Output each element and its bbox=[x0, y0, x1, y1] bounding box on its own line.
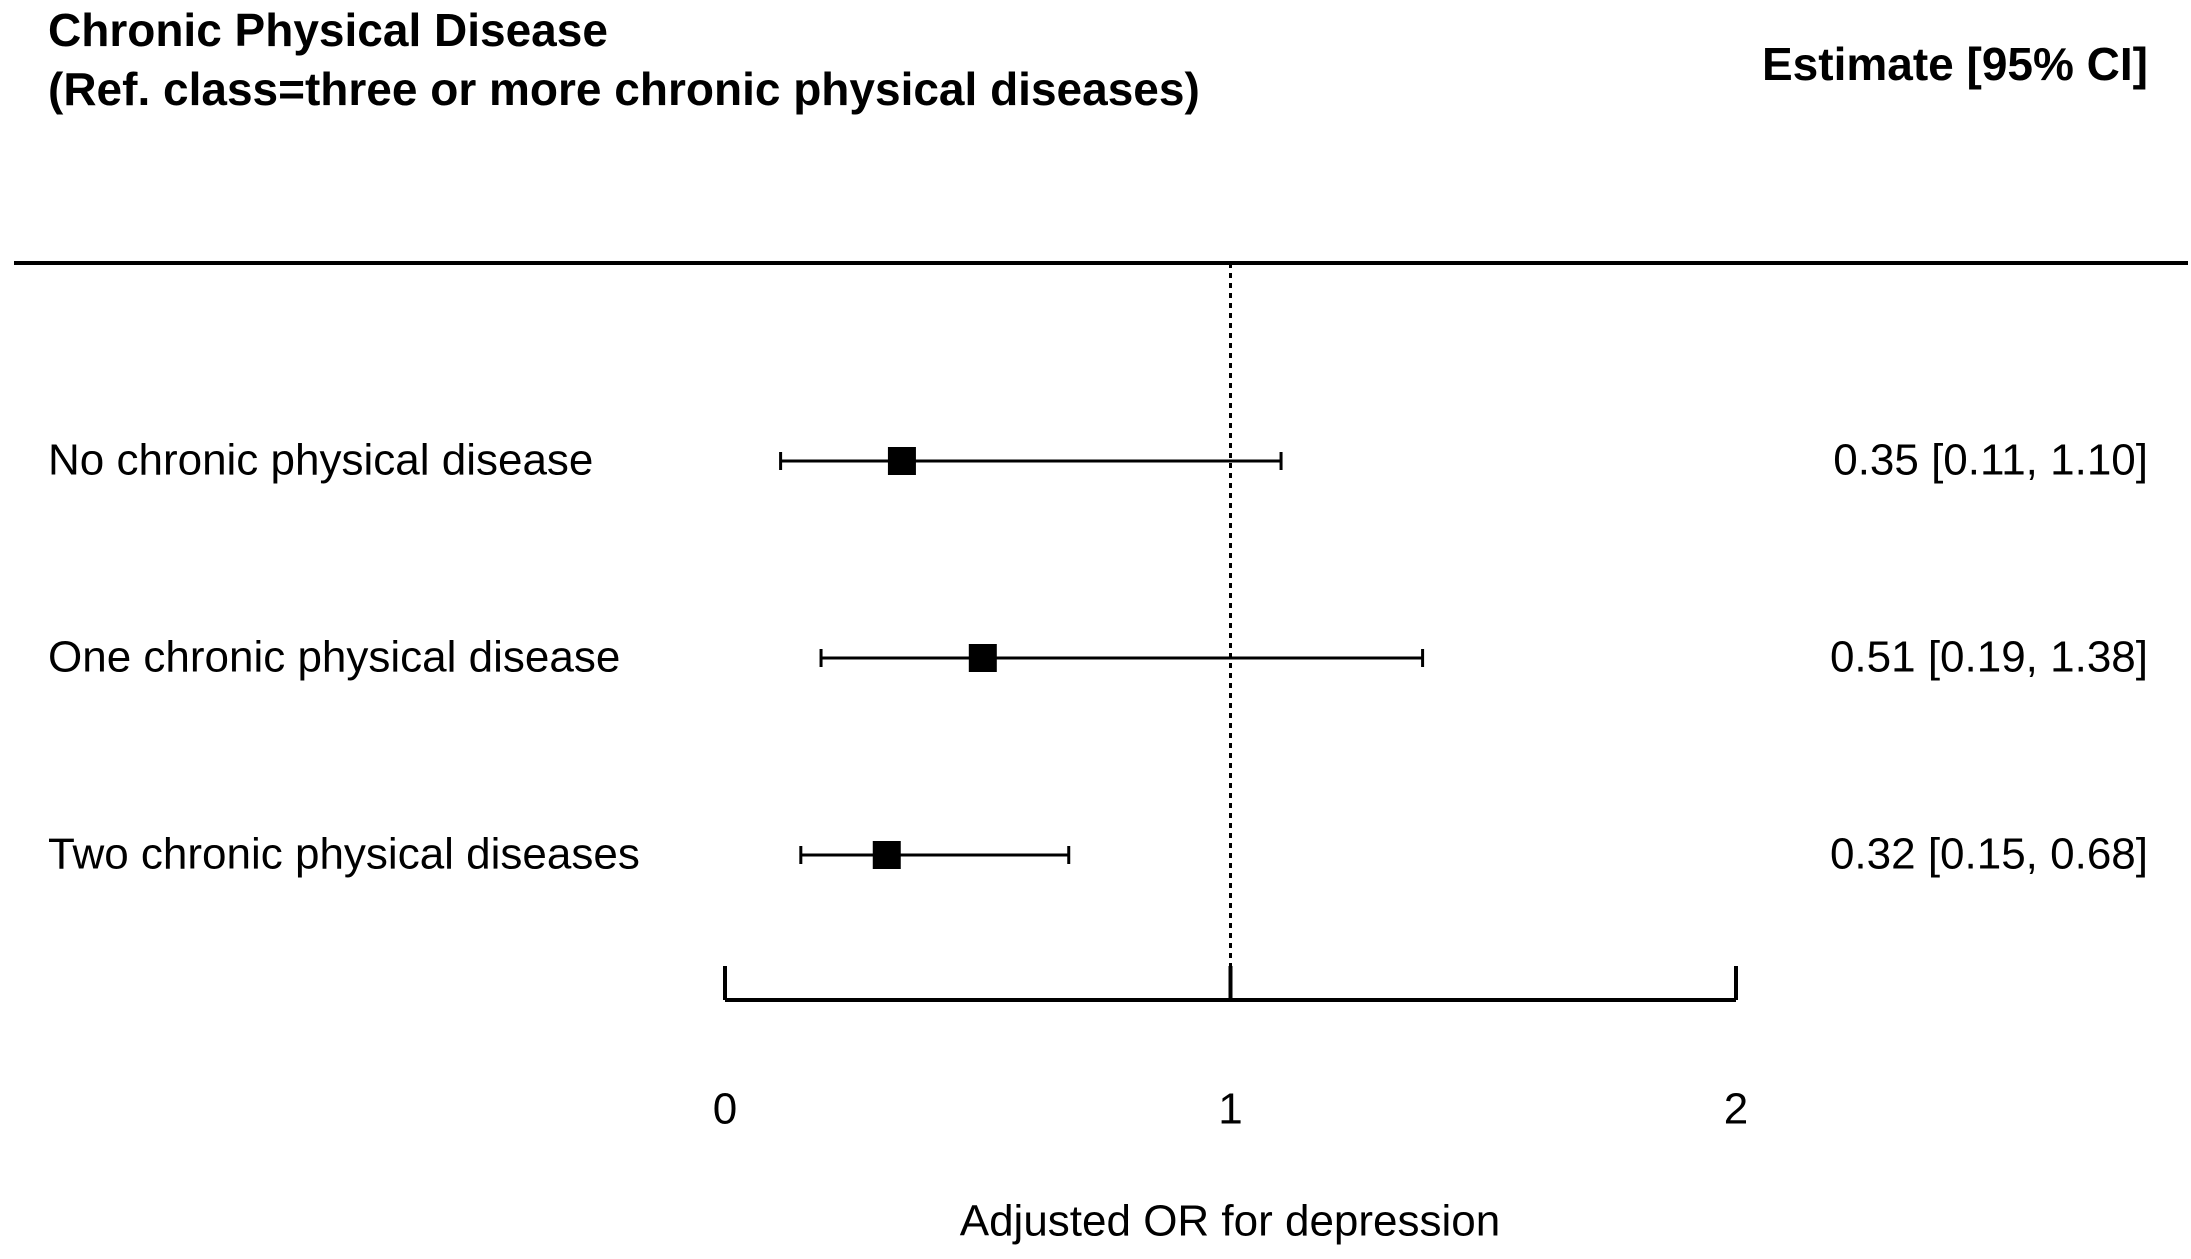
chart-title: Chronic Physical Disease bbox=[48, 4, 608, 56]
row-label: No chronic physical disease bbox=[48, 436, 593, 485]
value-label: 0.32 [0.15, 0.68] bbox=[1830, 830, 2148, 879]
x-tick-label: 0 bbox=[713, 1085, 737, 1134]
value-label: 0.35 [0.11, 1.10] bbox=[1833, 436, 2148, 485]
estimate-header: Estimate [95% CI] bbox=[1762, 38, 2148, 90]
x-tick-label: 2 bbox=[1724, 1085, 1748, 1134]
estimate-point bbox=[968, 644, 997, 672]
estimate-point bbox=[887, 447, 916, 475]
estimate-point bbox=[872, 841, 901, 869]
x-tick-label: 1 bbox=[1218, 1085, 1242, 1134]
row-label: One chronic physical disease bbox=[48, 633, 620, 682]
value-label: 0.51 [0.19, 1.38] bbox=[1830, 633, 2148, 682]
x-axis-label: Adjusted OR for depression bbox=[960, 1197, 1501, 1246]
row-label: Two chronic physical diseases bbox=[48, 830, 640, 879]
chart-subtitle: (Ref. class=three or more chronic physic… bbox=[48, 63, 1200, 115]
